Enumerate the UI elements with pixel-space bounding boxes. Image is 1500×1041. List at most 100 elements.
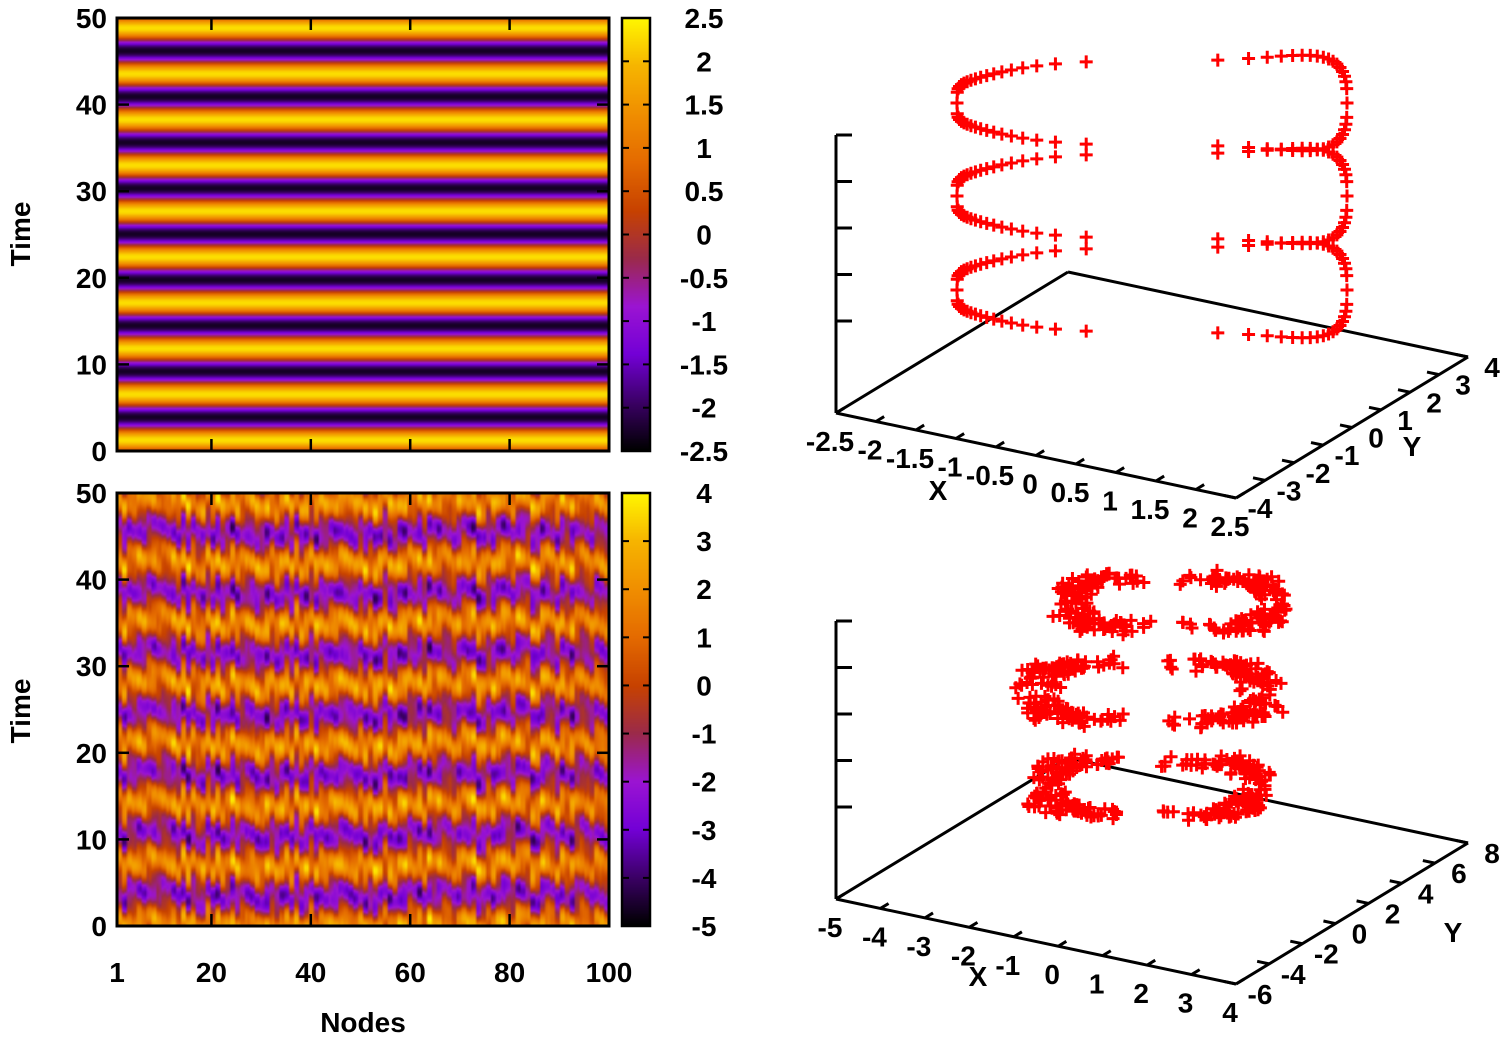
x-tick-mark <box>915 423 925 432</box>
x-tick-label: 1.5 <box>1131 494 1170 525</box>
data-point-marker <box>1246 715 1260 729</box>
data-point-marker <box>1030 226 1044 240</box>
heatmap-bottom-frame <box>115 491 611 928</box>
data-point-marker <box>1264 609 1278 623</box>
y-tick-label: 2 <box>1385 898 1401 929</box>
data-point-marker <box>1241 786 1255 800</box>
data-point-marker <box>974 257 988 271</box>
base-edge <box>835 270 1069 415</box>
data-point-marker <box>1048 135 1062 149</box>
data-point-marker <box>1124 571 1138 585</box>
data-point-marker <box>1236 699 1250 713</box>
data-point-marker <box>980 123 994 137</box>
y-tick-mark <box>1455 838 1469 845</box>
data-point-marker <box>1109 808 1123 822</box>
data-point-marker <box>1065 582 1079 596</box>
data-point-marker <box>1245 762 1259 776</box>
data-point-marker <box>1054 705 1068 719</box>
data-point-marker <box>1062 611 1076 625</box>
colorbar-tick-label: -2 <box>692 393 717 424</box>
y-tick-label: 3 <box>1455 370 1471 401</box>
data-point-marker <box>1030 246 1044 260</box>
data-point-marker <box>1004 316 1018 330</box>
data-point-marker <box>1184 758 1198 772</box>
data-point-marker <box>1226 755 1240 769</box>
data-point-marker <box>1079 148 1093 162</box>
data-point-marker <box>1242 327 1256 341</box>
y-tick-label: 20 <box>76 263 107 294</box>
data-point-marker <box>980 310 994 324</box>
colorbar-tick-label: 1.5 <box>685 90 724 121</box>
data-point-marker <box>1101 707 1115 721</box>
data-point-marker <box>1221 572 1235 586</box>
data-point-marker <box>1206 757 1220 771</box>
colorbar-tick-label: -3 <box>692 815 717 846</box>
data-point-marker <box>1036 770 1050 784</box>
data-point-marker <box>1286 331 1300 345</box>
x-tick-label: 20 <box>196 957 227 988</box>
x-tick-label: -1.5 <box>886 443 934 474</box>
data-point-marker <box>1110 750 1124 764</box>
data-point-marker <box>1079 55 1093 69</box>
data-point-marker <box>1041 792 1055 806</box>
data-point-marker <box>1274 676 1288 690</box>
data-point-marker <box>1056 787 1070 801</box>
data-point-marker <box>1242 52 1256 66</box>
data-point-marker <box>1242 239 1256 253</box>
x-tick-label: -4 <box>862 921 887 952</box>
x-tick-label: 2 <box>1133 978 1149 1009</box>
data-point-marker <box>1004 63 1018 77</box>
data-point-marker <box>1213 713 1227 727</box>
data-point-marker <box>1276 705 1290 719</box>
data-point-marker <box>1210 563 1224 577</box>
data-point-marker <box>1116 707 1130 721</box>
data-point-marker <box>1224 658 1237 672</box>
data-point-marker <box>1036 661 1050 675</box>
y-tick-label: -2 <box>1306 458 1331 489</box>
x-tick-label: 2.5 <box>1211 511 1250 542</box>
colorbar-tick-label: 1 <box>696 133 712 164</box>
x-tick-label: 0 <box>1022 469 1038 500</box>
x-tick-label: 40 <box>295 957 326 988</box>
colorbar-tick-label: 4 <box>696 478 712 509</box>
x-tick-mark <box>875 415 885 423</box>
heatmap-top-image <box>117 18 609 451</box>
colorbar-tick-label: 2.5 <box>685 3 724 34</box>
colorbar-tick-label: -1.5 <box>680 349 728 380</box>
y-tick-label: 4 <box>1484 352 1500 383</box>
data-point-marker <box>1246 692 1260 706</box>
data-point-marker <box>1029 657 1043 671</box>
x-tick-mark <box>1155 474 1165 483</box>
data-point-marker <box>1089 576 1103 590</box>
x-tick-mark <box>1195 483 1205 491</box>
colorbar-tick-label: 2 <box>696 46 712 77</box>
data-point-marker <box>1274 142 1288 156</box>
y-tick-mark <box>1281 458 1295 465</box>
y-tick-label: 1 <box>1397 405 1413 436</box>
data-point-marker <box>987 67 1001 81</box>
y-tick-label: 8 <box>1484 838 1500 869</box>
y-tick-mark <box>1310 441 1324 447</box>
data-point-marker <box>1176 615 1190 629</box>
data-point-marker <box>1194 573 1208 587</box>
x-tick-mark <box>1190 968 1201 976</box>
data-point-marker <box>1236 624 1250 638</box>
heatmap-bottom-x-ticks: 1 20 40 60 80 100 <box>109 493 632 988</box>
data-point-marker <box>1257 602 1271 616</box>
heatmap-bottom-image <box>117 493 609 926</box>
x-tick-mark <box>1012 930 1023 939</box>
x-tick-mark <box>968 921 979 929</box>
y-tick-label: -4 <box>1281 959 1306 990</box>
data-point-marker <box>1032 793 1046 807</box>
data-point-marker <box>1060 604 1074 618</box>
heatmap-top-frame <box>115 16 611 453</box>
data-point-marker <box>995 220 1009 234</box>
data-point-marker <box>1255 611 1269 625</box>
x-tick-label: 1 <box>1102 486 1118 517</box>
data-point-marker <box>1274 330 1288 344</box>
data-point-marker <box>1209 803 1223 817</box>
x-tick-mark <box>835 406 845 415</box>
data-point-marker <box>1063 754 1077 768</box>
